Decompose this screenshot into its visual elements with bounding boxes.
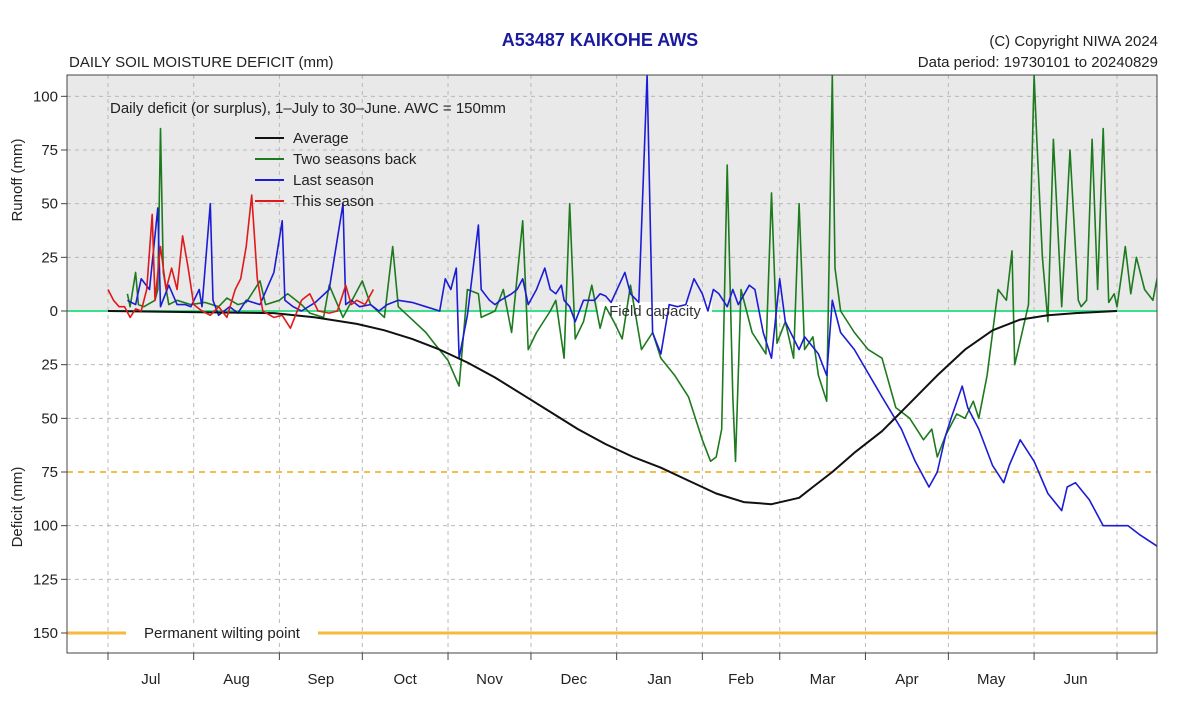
y-axis-label-deficit: Deficit (mm): [9, 467, 26, 548]
plot-background-deficit: [67, 311, 1157, 653]
legend-label: Two seasons back: [293, 151, 417, 168]
x-tick-label: May: [977, 671, 1006, 688]
legend-label: Average: [293, 130, 349, 147]
x-tick-label: Jun: [1063, 671, 1087, 688]
copyright-text: (C) Copyright NIWA 2024: [989, 33, 1158, 50]
y-tick-label: 75: [41, 142, 58, 159]
series-line-average: [107, 310, 1118, 506]
y-tick-label: 50: [41, 410, 58, 427]
x-tick-label: Nov: [476, 671, 503, 688]
x-tick-label: Feb: [728, 671, 754, 688]
wilting-point-label: Permanent wilting point: [144, 625, 301, 642]
wilting-point-label-bg: [126, 623, 318, 643]
field-capacity-label: Field capacity: [609, 303, 701, 320]
y-tick-label: 0: [50, 303, 58, 320]
y-tick-label: 25: [41, 357, 58, 374]
y-axis-label-runoff: Runoff (mm): [9, 138, 26, 221]
y-tick-label: 75: [41, 464, 58, 481]
data-series: [107, 75, 1157, 548]
series-line-two-seasons-back: [126, 75, 1157, 463]
series-line-this-season: [107, 194, 375, 329]
y-tick-label: 150: [33, 625, 58, 642]
x-tick-label: Sep: [308, 671, 335, 688]
y-tick-label: 125: [33, 571, 58, 588]
legend-label: This season: [293, 193, 374, 210]
x-tick-label: Mar: [810, 671, 836, 688]
x-axis-ticks: Jul Aug Sep Oct Nov Dec Jan Feb Mar Apr May Jun: [107, 653, 1118, 688]
annotation-text: Daily deficit (or surplus), 1–July to 30…: [110, 100, 506, 117]
y-tick-label: 25: [41, 249, 58, 266]
chart-subtitle: DAILY SOIL MOISTURE DEFICIT (mm): [69, 54, 334, 71]
x-tick-label: Jul: [141, 671, 160, 688]
x-tick-label: Jan: [647, 671, 671, 688]
grid-lines: [67, 75, 1157, 653]
x-tick-label: Oct: [393, 671, 417, 688]
legend-label: Last season: [293, 172, 374, 189]
y-tick-label: 100: [33, 518, 58, 535]
data-period-text: Data period: 19730101 to 20240829: [917, 54, 1158, 71]
x-tick-label: Apr: [895, 671, 918, 688]
x-tick-label: Aug: [223, 671, 250, 688]
y-tick-label: 100: [33, 88, 58, 105]
plot-frame: [66, 74, 1158, 654]
chart-title: A53487 KAIKOHE AWS: [501, 30, 699, 50]
plot-background-surplus: [67, 75, 1157, 311]
y-axis-ticks: 100 75 50 25 0 25 50 75 100 125 150: [33, 88, 67, 642]
series-line-last-season: [127, 75, 1157, 548]
x-tick-label: Dec: [560, 671, 587, 688]
y-tick-label: 50: [41, 196, 58, 213]
legend: Average Two seasons back Last season This s…: [255, 130, 417, 210]
